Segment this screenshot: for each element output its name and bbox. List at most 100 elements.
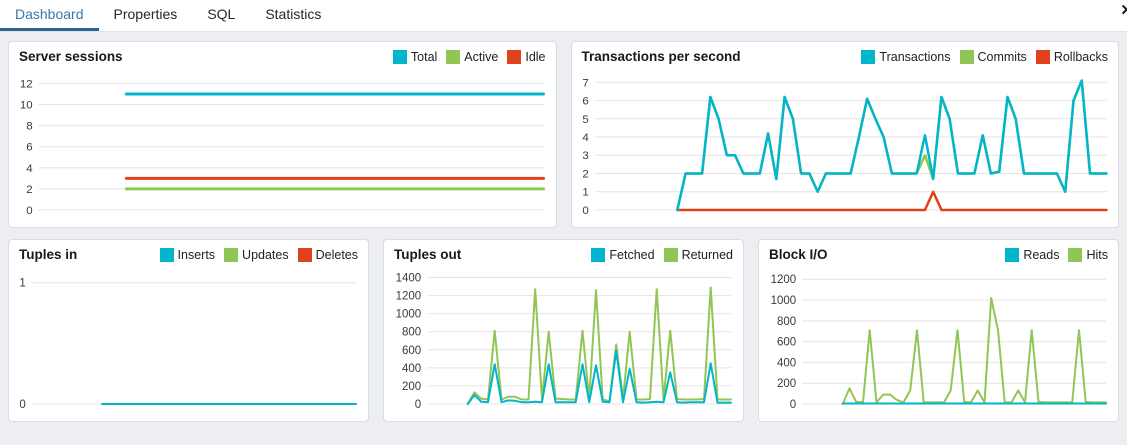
y-tick-label: 12 [20, 78, 33, 90]
y-tick-label: 1400 [396, 273, 422, 285]
chart-svg: 0 1 2 3 4 5 6 7 [582, 77, 1108, 217]
legend-item-reads[interactable]: Reads [1005, 247, 1060, 262]
legend-label: Reads [1023, 247, 1060, 262]
chart-panel: Transactions per second Transactions Comm… [570, 41, 1119, 228]
y-tick-label: 1000 [771, 295, 797, 307]
legend-swatch [446, 49, 461, 64]
y-tick-label: 0 [415, 399, 421, 411]
legend-swatch [1005, 247, 1020, 262]
charts-row-top: Server sessions Total Active Idle 0 2 4 6 8 10 1… [8, 41, 1119, 228]
tab-dashboard[interactable]: Dashboard [0, 0, 99, 31]
legend-swatch [297, 247, 312, 262]
chart-legend: Inserts Updates Deletes [159, 247, 358, 262]
close-icon[interactable]: ✕ [1120, 2, 1127, 19]
legend-swatch [392, 49, 407, 64]
chart-panel: Block I/O Reads Hits 0 200 400 600 800 1000 120… [758, 239, 1119, 422]
y-tick-label: 800 [402, 327, 421, 339]
chart-area: 0 200 400 600 800 1000 1200 1400 [384, 265, 743, 421]
legend-label: Commits [977, 49, 1027, 64]
chart-legend: Fetched Returned [591, 247, 733, 262]
y-tick-label: 800 [777, 316, 796, 328]
legend-item-inserts[interactable]: Inserts [159, 247, 216, 262]
tab-properties[interactable]: Properties [113, 6, 178, 22]
chart-legend: Transactions Commits Rollbacks [861, 49, 1108, 64]
legend-swatch [1068, 247, 1083, 262]
legend-swatch [224, 247, 239, 262]
y-tick-label: 0 [26, 205, 32, 217]
y-tick-label: 0 [19, 399, 25, 411]
legend-item-active[interactable]: Active [446, 49, 499, 64]
tab-statistics[interactable]: Statistics [265, 6, 322, 22]
legend-item-fetched[interactable]: Fetched [591, 247, 655, 262]
y-tick-label: 2 [26, 184, 32, 196]
series-line-hits [841, 297, 1107, 405]
legend-swatch [663, 247, 678, 262]
chart-area: 0 1 2 3 4 5 6 7 [572, 67, 1119, 227]
legend-item-updates[interactable]: Updates [224, 247, 289, 262]
y-tick-label: 0 [582, 205, 588, 217]
y-tick-label: 8 [26, 121, 32, 133]
series-line-fetched [466, 349, 732, 405]
legend-item-rollbacks[interactable]: Rollbacks [1035, 49, 1108, 64]
y-tick-label: 4 [582, 132, 589, 144]
series-line-transactions [675, 79, 1108, 212]
chart-svg: 0 200 400 600 800 1000 1200 1400 [396, 273, 732, 411]
y-tick-label: 200 [777, 378, 796, 390]
chart-panel: Server sessions Total Active Idle 0 2 4 6 8 10 1… [8, 41, 557, 228]
y-tick-label: 10 [20, 100, 33, 112]
chart-title: Block I/O [769, 247, 828, 262]
legend-item-commits[interactable]: Commits [959, 49, 1027, 64]
legend-item-transactions[interactable]: Transactions [861, 49, 951, 64]
y-tick-label: 200 [402, 381, 421, 393]
y-tick-label: 1200 [396, 291, 422, 303]
chart-title: Tuples in [19, 247, 78, 262]
chart-panel-header: Tuples out Fetched Returned [384, 240, 743, 265]
chart-panel-header: Tuples in Inserts Updates Deletes [9, 240, 368, 265]
chart-panel: Tuples out Fetched Returned 0 200 400 600 800… [383, 239, 744, 422]
y-tick-label: 2 [582, 168, 588, 180]
legend-swatch [507, 49, 522, 64]
y-tick-label: 7 [582, 77, 588, 89]
legend-label: Fetched [609, 247, 655, 262]
chart-panel-header: Block I/O Reads Hits [759, 240, 1118, 265]
legend-label: Idle [525, 49, 546, 64]
chart-area: 0 200 400 600 800 1000 1200 [759, 265, 1118, 421]
chart-svg: 0 200 400 600 800 1000 1200 [771, 274, 1107, 411]
legend-label: Hits [1086, 247, 1108, 262]
y-tick-label: 4 [26, 163, 33, 175]
legend-item-returned[interactable]: Returned [663, 247, 733, 262]
y-tick-label: 1000 [396, 309, 422, 321]
legend-item-total[interactable]: Total [392, 49, 438, 64]
legend-label: Active [464, 49, 499, 64]
legend-swatch [591, 247, 606, 262]
chart-panel-header: Transactions per second Transactions Comm… [572, 42, 1119, 67]
chart-title: Server sessions [19, 49, 123, 64]
legend-label: Deletes [315, 247, 358, 262]
chart-title: Tuples out [394, 247, 462, 262]
legend-item-deletes[interactable]: Deletes [297, 247, 358, 262]
y-tick-label: 3 [582, 150, 588, 162]
y-tick-label: 0 [790, 399, 796, 411]
tab-sql[interactable]: SQL [207, 6, 236, 22]
legend-item-hits[interactable]: Hits [1068, 247, 1108, 262]
legend-swatch [159, 247, 174, 262]
legend-label: Transactions [879, 49, 951, 64]
legend-item-idle[interactable]: Idle [507, 49, 546, 64]
y-tick-label: 1 [582, 187, 588, 199]
y-tick-label: 1 [19, 278, 25, 290]
dashboard-content: Server sessions Total Active Idle 0 2 4 6 8 10 1… [0, 32, 1127, 430]
legend-swatch [1035, 49, 1050, 64]
y-tick-label: 6 [582, 96, 588, 108]
y-tick-label: 5 [582, 114, 588, 126]
legend-label: Inserts [177, 247, 216, 262]
y-tick-label: 600 [777, 337, 796, 349]
y-tick-label: 400 [402, 363, 421, 375]
y-tick-label: 600 [402, 345, 421, 357]
chart-panel-header: Server sessions Total Active Idle [9, 42, 556, 67]
y-tick-label: 400 [777, 357, 796, 369]
legend-label: Total [410, 49, 438, 64]
chart-svg: 0 2 4 6 8 10 12 [20, 78, 546, 217]
